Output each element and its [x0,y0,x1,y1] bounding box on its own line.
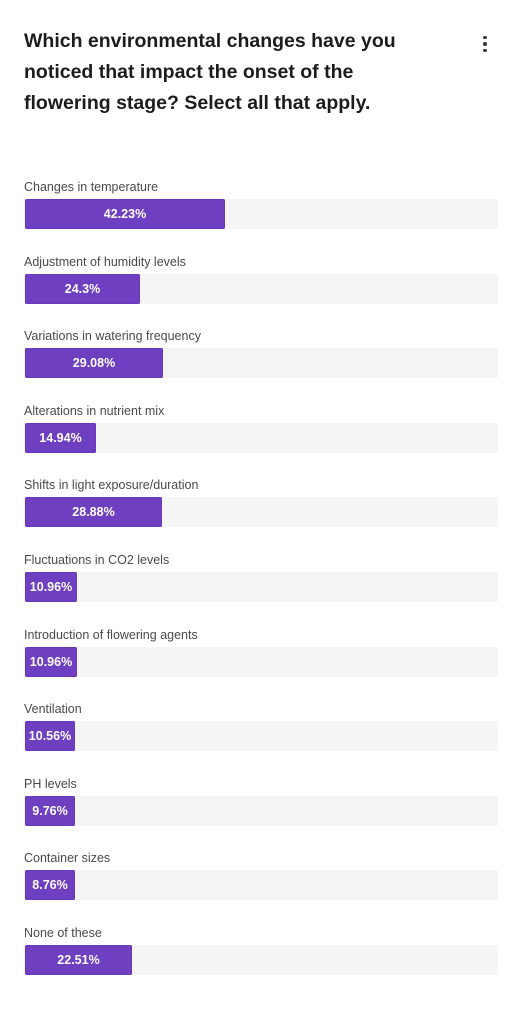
poll-option-track: 22.51% [24,944,498,975]
poll-question: Which environmental changes have you not… [24,30,396,114]
poll-option: Container sizes 8.76% [24,851,498,926]
poll-option-label: Introduction of flowering agents [24,627,198,642]
poll-option-label: Adjustment of humidity levels [24,254,186,269]
poll-option-label: Alterations in nutrient mix [24,403,165,418]
poll-option-label: Container sizes [24,851,111,866]
poll-option-percent: 10.96% [29,579,73,594]
poll-option-track: 29.08% [24,348,498,379]
poll-option-percent: 14.94% [39,430,82,445]
poll-option-bar: 28.88% [25,497,162,528]
poll-option-track: 42.23% [24,199,498,229]
poll-option-track: 10.56% [24,721,498,752]
menu-dot [483,42,487,46]
poll-option-percent: 28.88% [72,505,115,520]
poll-option-track: 14.94% [24,422,498,453]
menu-dot [483,36,487,40]
poll-option-label: Fluctuations in CO2 levels [24,552,170,567]
poll-option-track: 8.76% [24,870,498,901]
poll-option-label: Shifts in light exposure/duration [24,478,199,493]
poll-option-percent: 8.76% [32,878,68,893]
poll-option-track: 9.76% [24,795,498,826]
poll-option-label: None of these [24,925,102,940]
poll-option-bar: 10.56% [25,721,75,752]
poll-option-percent: 42.23% [103,207,147,221]
poll-option: Changes in temperature 42.23% [24,180,498,255]
poll-option-percent: 29.08% [72,356,116,371]
poll-option: Ventilation 10.56% [24,702,498,777]
poll-option: Alterations in nutrient mix 14.94% [24,404,498,479]
poll-option-label: Variations in watering frequency [24,329,201,344]
poll-option-label: PH levels [24,776,77,791]
poll-option-percent: 10.56% [28,729,72,744]
poll-option-track: 24.3% [24,273,498,304]
poll-option-bar: 10.96% [25,646,77,677]
poll-option-bar: 42.23% [25,199,225,229]
poll-option-percent: 22.51% [57,952,100,967]
poll-option-bar: 29.08% [25,348,163,379]
poll-option: PH levels 9.76% [24,777,498,852]
poll-option-bar: 9.76% [25,795,75,826]
poll-option-bar: 22.51% [25,944,132,975]
poll-option-track: 10.96% [24,646,498,677]
poll-option: Adjustment of humidity levels 24.3% [24,255,498,330]
poll-results-list: Changes in temperature 42.23% Adjustment o… [24,180,498,1001]
more-vertical-icon[interactable] [476,34,494,54]
poll-option-track: 28.88% [24,497,498,528]
poll-option-label: Ventilation [24,702,82,717]
poll-option: Shifts in light exposure/duration 28.88% [24,478,498,553]
poll-option-track: 10.96% [24,571,498,602]
poll-option-bar: 8.76% [25,870,75,901]
poll-option: Variations in watering frequency 29.08% [24,329,498,404]
poll-option-percent: 10.96% [29,654,73,669]
menu-dot [483,48,487,52]
poll-header: Which environmental changes have you not… [24,26,424,119]
poll-option-bar: 14.94% [25,422,96,453]
poll-option-percent: 9.76% [32,803,68,818]
poll-option: Introduction of flowering agents 10.96% [24,628,498,703]
poll-option-percent: 24.3% [64,281,101,296]
poll-option: Fluctuations in CO2 levels 10.96% [24,553,498,628]
poll-option-bar: 10.96% [25,571,77,602]
poll-option: None of these 22.51% [24,926,498,1001]
poll-option-bar: 24.3% [25,273,140,304]
poll-option-label: Changes in temperature [24,180,159,194]
